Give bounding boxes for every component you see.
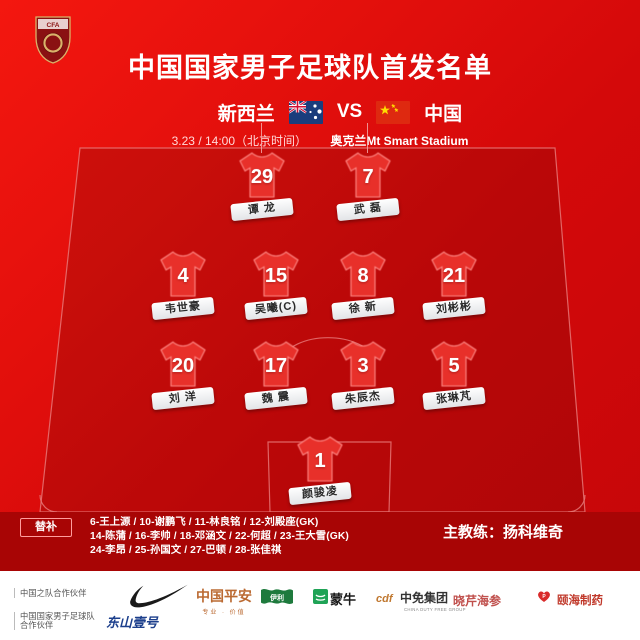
svg-text:伊利: 伊利 <box>269 593 284 602</box>
